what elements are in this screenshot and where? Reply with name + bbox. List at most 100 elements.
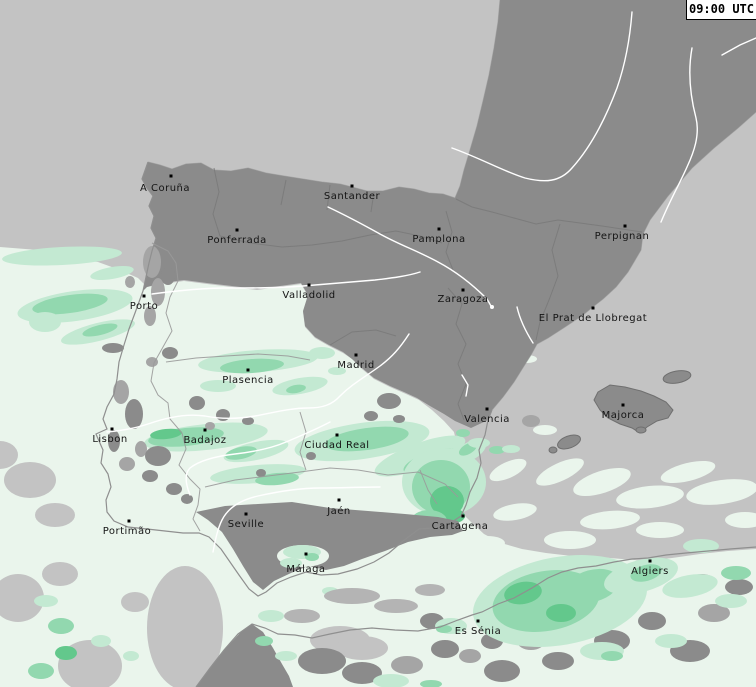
city-marker <box>235 228 239 232</box>
city-marker <box>461 288 465 292</box>
city: Zaragoza <box>437 288 488 305</box>
cloud-morocco <box>196 624 293 687</box>
coastlines <box>95 0 756 687</box>
coast-iberia-west-south <box>95 161 493 597</box>
city: Madrid <box>337 353 374 371</box>
city-marker <box>591 306 595 310</box>
city: Porto <box>130 294 158 312</box>
city-label: Pamplona <box>412 234 465 245</box>
city-marker <box>476 619 480 623</box>
river-duero <box>151 271 421 295</box>
city-marker <box>246 368 250 372</box>
coast-north-france <box>147 0 756 411</box>
city: Plasencia <box>222 368 274 386</box>
cloud-band-andalusia <box>196 502 463 590</box>
city-label: Badajoz <box>183 435 226 446</box>
city: Es Sénia <box>455 619 501 637</box>
city-label: Valladolid <box>282 290 335 301</box>
city-marker <box>623 224 627 228</box>
city-marker <box>621 403 625 407</box>
city: Lisbon <box>92 427 127 445</box>
border-portugal-spain <box>150 242 201 532</box>
city-label: Lisbon <box>92 434 127 445</box>
river-guadiana <box>185 421 331 496</box>
river-rhone <box>660 47 698 223</box>
city-marker <box>437 227 441 231</box>
city-label: A Coruña <box>140 183 190 194</box>
timestamp-badge: 09:00 UTC <box>686 0 756 20</box>
river-ebro <box>327 206 492 307</box>
cities-layer: A Coruña Santander Ponferrada Pamplona Perpi… <box>92 174 669 637</box>
city: Majorca <box>602 403 645 421</box>
city-marker <box>304 552 308 556</box>
cloud-streaks-alboran <box>284 584 445 623</box>
precip-africa <box>28 539 751 687</box>
city-label: Ponferrada <box>207 235 266 246</box>
city: El Prat de Llobregat <box>539 306 647 324</box>
city-label: Majorca <box>602 410 645 421</box>
city-label: Perpignan <box>595 231 650 242</box>
cloud-patches <box>102 246 540 504</box>
river-guadalquivir <box>212 486 381 553</box>
city-label: Portimão <box>103 526 152 537</box>
city: Badajoz <box>183 428 226 446</box>
border-spain-france <box>455 198 643 233</box>
city: Seville <box>228 512 264 530</box>
menorca-island <box>662 370 692 384</box>
city-label: Valencia <box>464 414 510 425</box>
river-garonne <box>451 11 633 182</box>
city-marker <box>203 428 207 432</box>
city-label: El Prat de Llobregat <box>539 313 647 324</box>
cloud-mass-north <box>142 0 756 428</box>
city-marker <box>127 519 131 523</box>
city: Portimão <box>103 519 152 537</box>
city: Algiers <box>631 559 669 577</box>
city: Málaga <box>286 552 325 575</box>
border-andalusia <box>204 467 459 498</box>
city-label: Plasencia <box>222 375 274 386</box>
city-label: Es Sénia <box>455 625 501 637</box>
city: Ciudad Real <box>304 433 369 451</box>
city-label: Madrid <box>337 360 374 371</box>
city-marker <box>485 407 489 411</box>
city-label: Santander <box>324 191 381 202</box>
city-marker <box>337 498 341 502</box>
precip-green-blobs <box>2 246 520 532</box>
city-label: Ciudad Real <box>304 440 369 451</box>
city: Perpignan <box>595 224 650 242</box>
balearic-islands <box>548 370 692 454</box>
city-label: Málaga <box>286 563 325 575</box>
city-label: Jaén <box>326 505 351 517</box>
city-label: Algiers <box>631 566 669 577</box>
city-marker <box>335 433 339 437</box>
city-label: Cartagena <box>432 521 489 532</box>
city: Ponferrada <box>207 228 266 246</box>
city: Valencia <box>464 407 510 425</box>
city-marker <box>307 283 311 287</box>
majorca-island <box>593 384 674 434</box>
city: Santander <box>324 184 381 202</box>
city-marker <box>350 184 354 188</box>
city-marker <box>648 559 652 563</box>
ibiza-island <box>557 434 581 450</box>
city: Pamplona <box>412 227 465 245</box>
malaga-precip <box>277 545 338 595</box>
city-marker <box>142 294 146 298</box>
river-ebro-lower <box>516 306 534 344</box>
city-marker <box>461 514 465 518</box>
coast-africa <box>195 546 756 687</box>
city-label: Seville <box>228 519 264 530</box>
city-label: Porto <box>130 301 158 312</box>
city-marker <box>110 427 114 431</box>
river-tagus <box>106 333 410 433</box>
borders <box>150 167 643 532</box>
rivers <box>106 11 756 553</box>
city: Cartagena <box>432 514 489 532</box>
city-marker <box>169 174 173 178</box>
city: Valladolid <box>282 283 335 301</box>
city-label: Zaragoza <box>437 294 488 305</box>
precip-trace-patches <box>469 52 756 550</box>
city: Jaén <box>326 498 351 517</box>
